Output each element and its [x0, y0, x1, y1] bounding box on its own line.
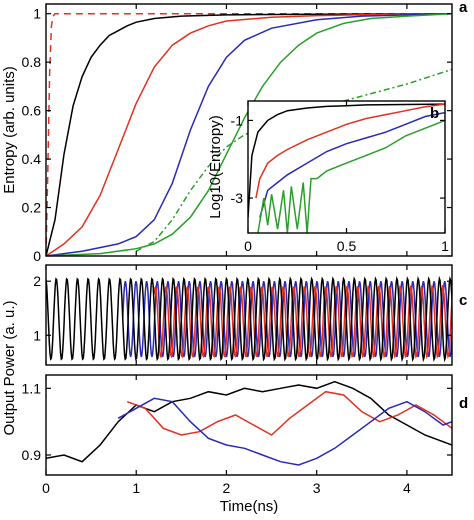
- series-line-a-1: [46, 12, 452, 256]
- panel-c: 1 2 Output Power (a. u.) c: [1, 264, 467, 436]
- y-axis-label: Entropy (arb. units): [1, 66, 18, 194]
- x-axis-label: Time(ns): [220, 498, 279, 515]
- y-axis-label: Log10(Entropy): [207, 115, 224, 218]
- y-tick-label: 1: [33, 327, 41, 343]
- y-tick-label: 1: [33, 6, 41, 22]
- y-tick-label: 0.8: [22, 54, 42, 70]
- y-tick-label: -3: [231, 190, 244, 206]
- y-tick-label: 2: [33, 273, 41, 289]
- y-tick-label: 0.6: [22, 103, 42, 119]
- x-tick-label: 0: [42, 480, 50, 496]
- series-group: [46, 12, 452, 256]
- panel-label: a: [459, 0, 468, 16]
- panel-d: 0 1 2 3 4 0.9 1.1 Time(ns) d: [22, 374, 468, 515]
- plot-background: [46, 375, 452, 475]
- panel-b: 0 0.5 1 -3 -1 Log10(Entropy) b: [207, 100, 449, 254]
- series-line-a-5: [135, 68, 452, 252]
- x-tick-label: 1: [441, 238, 449, 254]
- y-axis-label: Output Power (a. u.): [1, 300, 18, 435]
- plot-frame: [45, 374, 453, 476]
- series-line-b-0: [248, 103, 445, 218]
- series-group: [46, 275, 452, 363]
- x-tick-label: 1: [132, 480, 140, 496]
- panel-label: d: [459, 395, 468, 412]
- panel-label: b: [430, 105, 439, 122]
- plot-frame: [45, 264, 453, 366]
- x-tick-label: 0.5: [337, 238, 357, 254]
- series-line-a-4: [46, 12, 452, 256]
- series-line-d-2: [117, 397, 452, 466]
- panel-label: c: [459, 292, 467, 309]
- series-line-b-2: [259, 111, 445, 218]
- series-line-d-1: [126, 390, 452, 436]
- y-tick-label: 0: [33, 248, 41, 264]
- x-tick-label: 3: [313, 480, 321, 496]
- series-line-b-3: [257, 119, 445, 233]
- y-tick-label: 1.1: [22, 380, 42, 396]
- series-line-a-3: [46, 12, 452, 256]
- series-line-a-0: [46, 12, 452, 256]
- plot-frame: [45, 3, 453, 257]
- y-tick-label: 0.2: [22, 200, 42, 216]
- series-group: [46, 380, 452, 466]
- x-tick-label: 2: [223, 480, 231, 496]
- y-tick-label: -1: [231, 112, 244, 128]
- x-tick-label: 4: [403, 480, 411, 496]
- x-tick-label: 0: [244, 238, 252, 254]
- series-line-a-2: [46, 12, 452, 256]
- series-line-b-1: [255, 103, 445, 199]
- y-tick-label: 0.9: [22, 447, 42, 463]
- series-group: [248, 103, 445, 233]
- series-line-c-2: [46, 275, 452, 363]
- y-tick-label: 0.4: [22, 151, 42, 167]
